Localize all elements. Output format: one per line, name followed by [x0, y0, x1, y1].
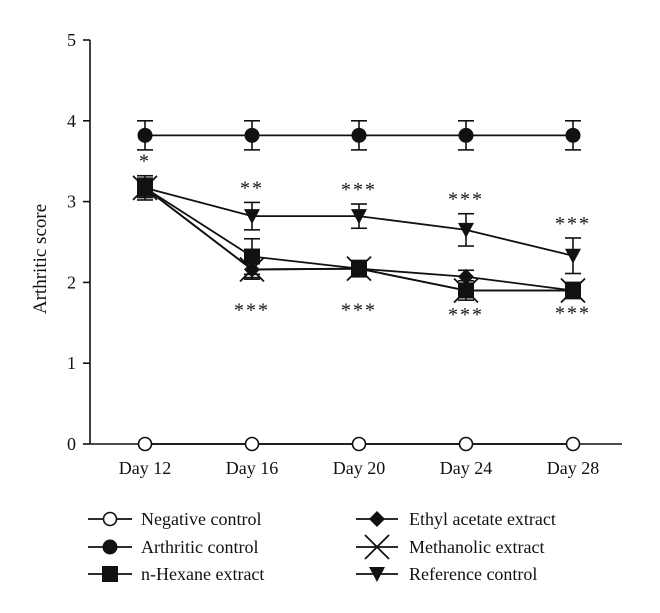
- data-point: [137, 127, 153, 143]
- series-n-hexane-extract: **** *** *** ***: [137, 151, 591, 326]
- data-point-shape: [565, 248, 581, 264]
- axes: 0 1 2 3 4 5 Day 12 Day 16 Day 20 Day 24 Day 28: [67, 30, 622, 478]
- x-tick-label: Day 16: [226, 458, 279, 478]
- data-point: [351, 209, 367, 225]
- significance-stars: ***: [555, 302, 591, 324]
- legend-label: Arthritic control: [141, 537, 258, 557]
- legend-marker-shape: [102, 539, 118, 555]
- legend-marker: [369, 511, 385, 527]
- data-point-shape: [137, 127, 153, 143]
- data-point-shape: [137, 436, 153, 452]
- significance-stars: ***: [555, 213, 591, 235]
- series-methanolic-extract: [132, 175, 586, 304]
- legend-marker: [364, 534, 390, 560]
- legend: Negative control Arthritic control n-Hexan…: [88, 509, 556, 584]
- data-point-shape: [351, 436, 367, 452]
- legend-label: Methanolic extract: [409, 537, 544, 557]
- data-point: [351, 127, 367, 143]
- data-point-stroke-b: [453, 277, 479, 304]
- legend-marker-stroke-b: [364, 534, 390, 560]
- data-point: [244, 436, 260, 452]
- legend-item: Arthritic control: [88, 537, 258, 557]
- data-point-shape: [351, 127, 367, 143]
- legend-marker: [369, 567, 385, 582]
- data-point-shape: [458, 127, 474, 143]
- data-point-shape: [458, 222, 474, 238]
- y-axis-label: Arthritic score: [30, 204, 51, 314]
- data-point: [458, 222, 474, 238]
- data-point: [244, 127, 260, 143]
- y-tick-label: 4: [67, 111, 76, 131]
- data-point: [137, 180, 153, 196]
- legend-item: n-Hexane extract: [88, 564, 264, 584]
- data-point-shape: [244, 127, 260, 143]
- y-tick-label: 0: [67, 434, 76, 454]
- legend-marker: [102, 511, 118, 527]
- data-point-shape: [458, 436, 474, 452]
- data-point-shape: [244, 436, 260, 452]
- series-layer: **** *** *** ***** *** ******: [132, 120, 591, 452]
- legend-label: Negative control: [141, 509, 261, 529]
- data-point-shape: [137, 180, 153, 196]
- data-point-shape: [351, 209, 367, 225]
- legend-item: Ethyl acetate extract: [356, 509, 556, 529]
- x-tick-label: Day 24: [440, 458, 493, 478]
- series-negative-control: [137, 436, 581, 452]
- data-point: [137, 436, 153, 452]
- data-point: [458, 127, 474, 143]
- legend-marker: [102, 539, 118, 555]
- y-tick-label: 2: [67, 272, 76, 292]
- legend-item: Reference control: [356, 564, 537, 584]
- legend-label: Reference control: [409, 564, 537, 584]
- data-point: [560, 277, 586, 304]
- significance-stars: ***: [448, 189, 484, 211]
- legend-label: n-Hexane extract: [141, 564, 264, 584]
- significance-stars: ***: [341, 179, 377, 201]
- significance-stars: ***: [341, 299, 377, 321]
- data-point: [565, 127, 581, 143]
- y-tick-label: 3: [67, 192, 76, 212]
- legend-label: Ethyl acetate extract: [409, 509, 556, 529]
- data-point-stroke-b: [560, 277, 586, 304]
- x-tick-label: Day 20: [333, 458, 386, 478]
- data-point: [351, 436, 367, 452]
- legend-marker-shape: [369, 567, 385, 582]
- data-point: [453, 277, 479, 304]
- legend-marker-shape: [102, 566, 118, 582]
- data-point-shape: [565, 436, 581, 452]
- legend-marker-shape: [369, 511, 385, 527]
- data-point: [244, 209, 260, 225]
- series-arthritic-control: [137, 120, 581, 151]
- significance-stars: ***: [234, 299, 270, 321]
- data-point-stroke-b: [239, 256, 265, 283]
- data-point-shape: [565, 127, 581, 143]
- x-tick-label: Day 12: [119, 458, 172, 478]
- y-tick-label: 5: [67, 30, 76, 50]
- data-point: [239, 256, 265, 283]
- significance-stars: *: [139, 151, 151, 173]
- significance-stars: **: [240, 177, 264, 199]
- legend-marker-shape: [102, 511, 118, 527]
- series-reference-control: ** *** ******: [137, 177, 591, 275]
- data-point-stroke-b: [346, 256, 372, 282]
- data-point: [565, 436, 581, 452]
- data-point: [565, 248, 581, 264]
- data-point: [346, 256, 372, 282]
- data-point-shape: [244, 209, 260, 225]
- x-tick-label: Day 28: [547, 458, 600, 478]
- y-tick-label: 1: [67, 353, 76, 373]
- legend-marker: [102, 566, 118, 582]
- data-point: [458, 436, 474, 452]
- significance-stars: ***: [448, 304, 484, 326]
- legend-item: Methanolic extract: [356, 534, 544, 560]
- legend-item: Negative control: [88, 509, 261, 529]
